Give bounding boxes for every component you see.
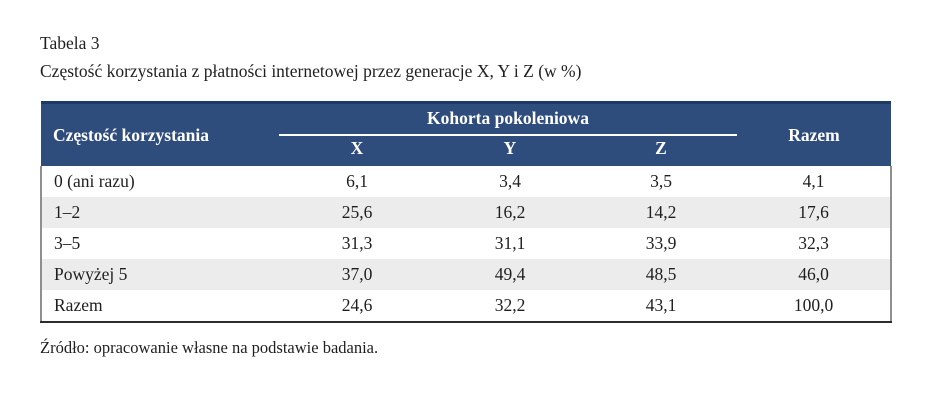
row-label: 0 (ani razu) bbox=[40, 166, 279, 197]
cell-z: 48,5 bbox=[645, 264, 677, 284]
column-header-y: Y bbox=[435, 135, 585, 166]
cell-y: 3,4 bbox=[499, 171, 521, 191]
cell-y: 32,2 bbox=[435, 290, 585, 323]
table-number: Tabela 3 bbox=[40, 33, 100, 53]
column-header-z: Z bbox=[585, 135, 737, 166]
table-row: Razem 24,6 32,2 43,1 100,0 bbox=[40, 290, 892, 323]
cell-z: 3,5 bbox=[650, 171, 672, 191]
source-note: Źródło: opracowanie własne na podstawie … bbox=[40, 338, 379, 357]
cell-razem: 46,0 bbox=[737, 259, 892, 290]
cell-z: 33,9 bbox=[645, 233, 677, 253]
cell-z: 14,2 bbox=[645, 202, 677, 222]
table-header: Częstość korzystania Kohorta pokoleniowa… bbox=[41, 102, 891, 166]
cell-razem: 17,6 bbox=[737, 197, 892, 228]
column-header-razem: Razem bbox=[737, 102, 891, 166]
cell-x: 37,0 bbox=[341, 264, 373, 284]
table-row: 0 (ani razu) 6,1 3,4 3,5 4,1 bbox=[40, 166, 892, 197]
column-header-frequency: Częstość korzystania bbox=[41, 102, 279, 166]
cell-razem: 100,0 bbox=[737, 290, 892, 323]
row-label: 3–5 bbox=[40, 228, 279, 259]
cell-razem: 4,1 bbox=[737, 166, 892, 197]
column-group-header-cohort: Kohorta pokoleniowa bbox=[279, 102, 737, 136]
table-row: Powyżej 5 37,0 49,4 48,5 46,0 bbox=[40, 259, 892, 290]
table-row: 3–5 31,3 31,1 33,9 32,3 bbox=[40, 228, 892, 259]
frequency-table: Częstość korzystania Kohorta pokoleniowa… bbox=[40, 101, 892, 323]
table-row: 1–2 25,6 16,2 14,2 17,6 bbox=[40, 197, 892, 228]
cell-x: 31,3 bbox=[341, 233, 373, 253]
cell-y: 31,1 bbox=[494, 233, 526, 253]
cell-x: 24,6 bbox=[279, 290, 435, 323]
cell-razem: 32,3 bbox=[737, 228, 892, 259]
cell-y: 16,2 bbox=[494, 202, 526, 222]
cell-x: 25,6 bbox=[341, 202, 373, 222]
table-body: 0 (ani razu) 6,1 3,4 3,5 4,1 1–2 25,6 16… bbox=[40, 166, 892, 323]
table-caption: Częstość korzystania z płatności interne… bbox=[40, 61, 582, 81]
row-label: Razem bbox=[40, 290, 279, 323]
row-label: 1–2 bbox=[40, 197, 279, 228]
column-header-x: X bbox=[279, 135, 435, 166]
cell-y: 49,4 bbox=[494, 264, 526, 284]
row-label: Powyżej 5 bbox=[40, 259, 279, 290]
cell-x: 6,1 bbox=[346, 171, 368, 191]
cell-z: 43,1 bbox=[585, 290, 737, 323]
